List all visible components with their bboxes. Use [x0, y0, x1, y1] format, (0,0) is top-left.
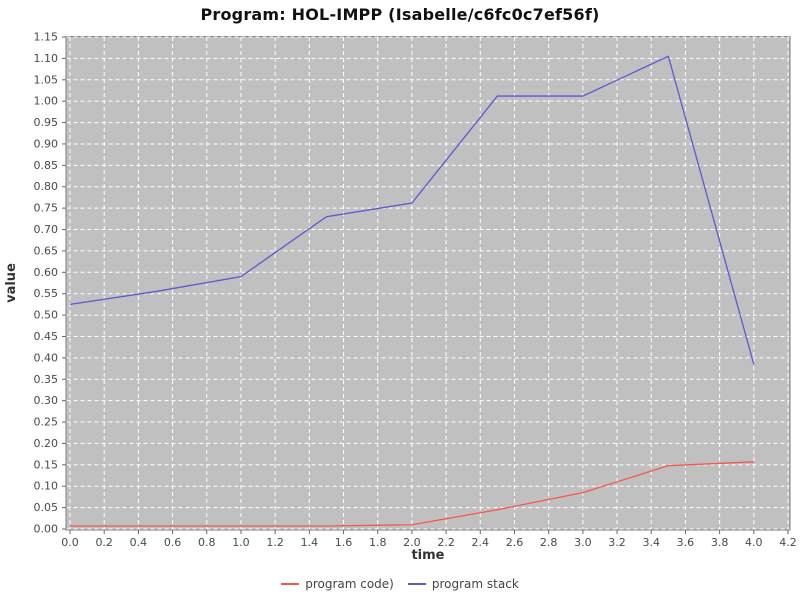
x-axis-label: time: [411, 548, 444, 563]
y-tick-label: 0.00: [34, 523, 59, 536]
y-tick-label: 0.30: [34, 394, 59, 407]
y-tick-label: 1.05: [34, 73, 59, 86]
x-tick-label: 3.0: [574, 536, 592, 549]
legend-label: program code): [305, 577, 394, 591]
x-tick-label: 1.0: [232, 536, 250, 549]
y-tick-label: 0.65: [34, 244, 59, 257]
x-tick-label: 2.8: [540, 536, 558, 549]
y-tick-label: 0.95: [34, 116, 59, 129]
y-tick-label: 0.85: [34, 159, 59, 172]
x-tick-label: 1.6: [335, 536, 353, 549]
series-line-1: [70, 461, 754, 527]
y-tick-label: 1.00: [34, 95, 59, 108]
y-tick-label: 0.80: [34, 180, 59, 193]
x-tick-label: 2.6: [506, 536, 524, 549]
x-tick-label: 0.0: [61, 536, 79, 549]
y-tick-label: 0.15: [34, 458, 59, 471]
legend-item-1: program code): [281, 577, 394, 591]
y-tick-label: 0.40: [34, 351, 59, 364]
x-tick-label: 2.2: [437, 536, 455, 549]
y-tick-label: 0.35: [34, 373, 59, 386]
y-tick-label: 0.50: [34, 309, 59, 322]
legend-line-swatch: [407, 583, 426, 585]
y-axis-label: value: [4, 263, 19, 303]
y-tick-label: 0.10: [34, 480, 59, 493]
x-tick-label: 0.2: [95, 536, 113, 549]
x-tick-label: 4.0: [745, 536, 763, 549]
x-tick-label: 3.4: [642, 536, 660, 549]
y-tick-label: 0.45: [34, 330, 59, 343]
y-tick-label: 1.15: [34, 31, 59, 44]
y-tick-label: 0.70: [34, 223, 59, 236]
y-tick-label: 0.90: [34, 137, 59, 150]
x-tick-label: 1.2: [266, 536, 284, 549]
y-tick-label: 0.05: [34, 501, 59, 514]
x-tick-label: 0.4: [130, 536, 148, 549]
x-tick-label: 0.6: [164, 536, 182, 549]
x-tick-label: 3.2: [608, 536, 626, 549]
x-tick-label: 0.8: [198, 536, 216, 549]
y-tick-label: 0.75: [34, 202, 59, 215]
legend-label: program stack: [431, 577, 519, 591]
y-tick-label: 0.55: [34, 287, 59, 300]
x-tick-label: 3.6: [677, 536, 695, 549]
x-tick-label: 3.8: [711, 536, 729, 549]
y-tick-label: 0.20: [34, 437, 59, 450]
legend-item-2: program stack: [407, 577, 519, 591]
x-tick-label: 2.4: [472, 536, 490, 549]
x-tick-label: 4.2: [779, 536, 797, 549]
x-tick-label: 1.8: [369, 536, 387, 549]
legend: program code) program stack: [0, 572, 800, 596]
y-tick-label: 1.10: [34, 52, 59, 65]
plot-panel: [65, 36, 791, 531]
plot-generated-content: 0.0 0.2 0.4 0.6 0.8 1.0 1.2 1.4 1.6 1.8 2.0 2.2 2.4 2…: [34, 31, 797, 550]
x-tick-label: 1.4: [301, 536, 319, 549]
series-line-2: [69, 55, 755, 365]
y-tick-label: 0.60: [34, 266, 59, 279]
y-tick-label: 0.25: [34, 416, 59, 429]
chart-title: Program: HOL-IMPP (Isabelle/c6fc0c7ef56f…: [200, 5, 600, 24]
legend-line-swatch: [281, 583, 300, 585]
x-tick-label: 2.0: [403, 536, 421, 549]
